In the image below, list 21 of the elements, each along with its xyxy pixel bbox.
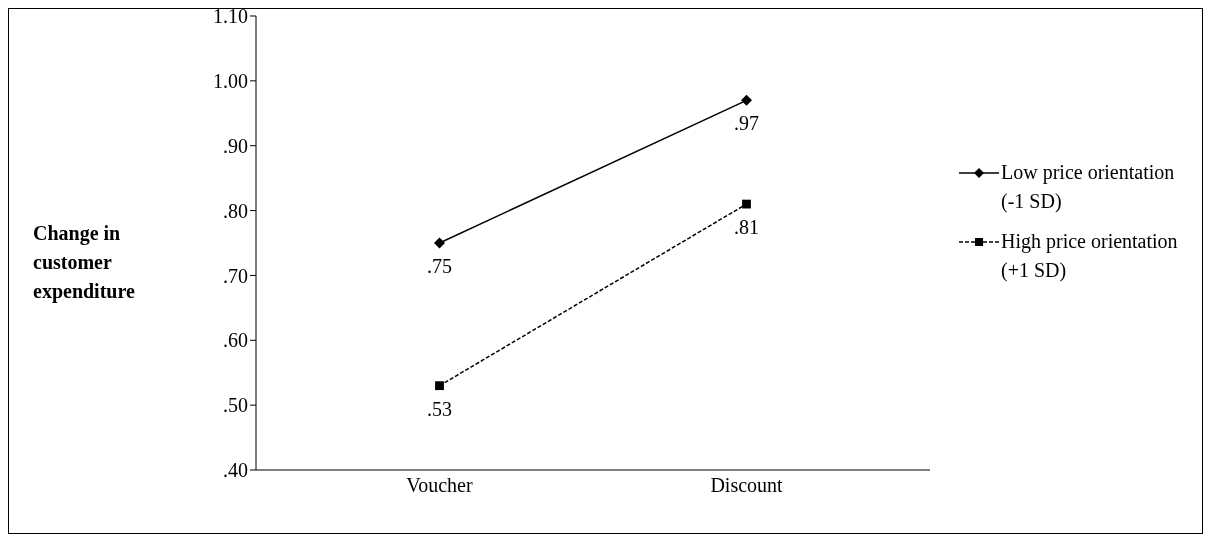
y-tick-label: .60 bbox=[223, 329, 248, 352]
y-axis-title: Change in customer expenditure bbox=[33, 221, 136, 305]
y-tick-label: .40 bbox=[223, 459, 248, 482]
y-tick-label: .90 bbox=[223, 134, 248, 157]
data-label: .53 bbox=[427, 397, 452, 420]
y-tick-label: 1.10 bbox=[213, 5, 248, 28]
data-label: .81 bbox=[734, 216, 759, 239]
point bbox=[741, 94, 752, 106]
y-tick-label: 1.00 bbox=[213, 69, 248, 92]
y-tick-label: .50 bbox=[223, 394, 248, 417]
point bbox=[435, 381, 444, 391]
point bbox=[742, 199, 751, 209]
point bbox=[434, 237, 445, 249]
data-label: .97 bbox=[734, 112, 759, 135]
y-tick-label: .70 bbox=[223, 264, 248, 287]
x-tick-label: Voucher bbox=[406, 474, 473, 497]
data-label: .75 bbox=[427, 255, 452, 277]
x-tick-label: Discount bbox=[710, 474, 784, 497]
legend-label: High price orientation (+1 SD) bbox=[1001, 229, 1179, 284]
y-tick-label: .80 bbox=[223, 199, 248, 222]
legend-label: Low price orientation (-1 SD) bbox=[1001, 160, 1176, 215]
